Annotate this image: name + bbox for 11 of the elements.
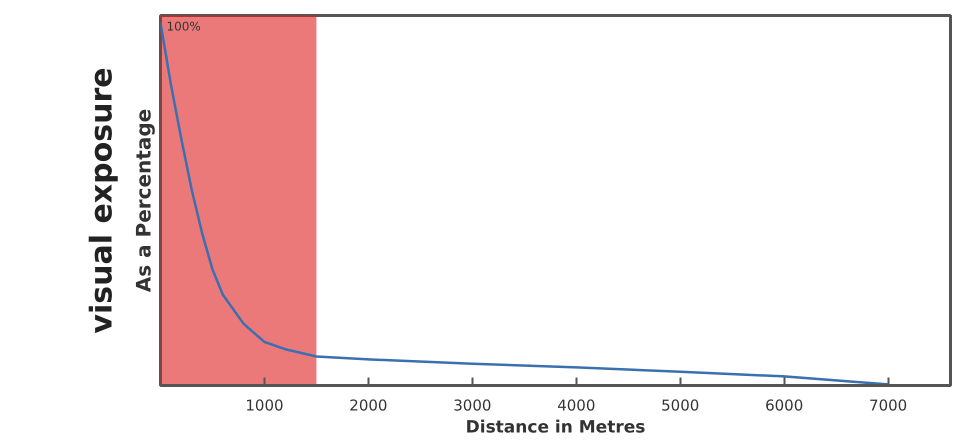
x-tick-label: 6000: [765, 396, 804, 414]
x-tick-label: 7000: [869, 396, 908, 414]
y-axis-title: visual exposure: [84, 67, 120, 334]
x-tick-label: 4000: [557, 396, 596, 414]
x-axis-title: Distance in Metres: [466, 418, 646, 438]
annotation: 100%: [166, 20, 201, 34]
text: As a Percentage: [132, 108, 156, 292]
x-tick-label: 3000: [453, 396, 492, 414]
x-tick-label: 1000: [245, 396, 284, 414]
x-tick-label: 5000: [661, 396, 700, 414]
x-tick-label: 2000: [349, 396, 388, 414]
